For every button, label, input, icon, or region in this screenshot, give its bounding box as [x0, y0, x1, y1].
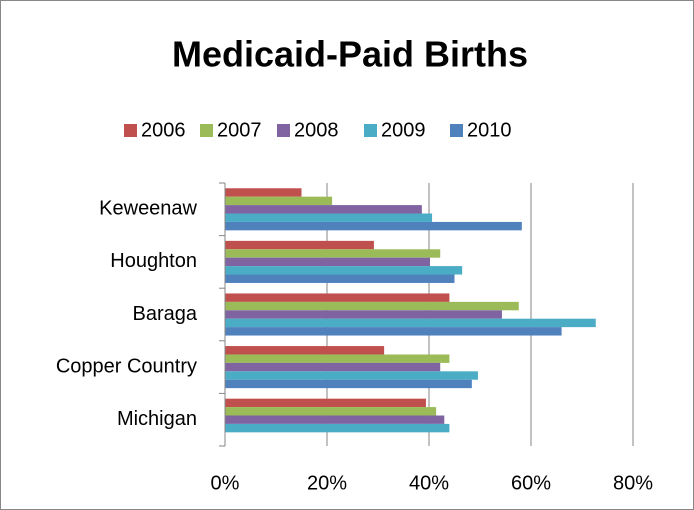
bar [225, 407, 437, 416]
x-tick-label: 40% [409, 472, 449, 494]
legend-swatch [200, 124, 213, 137]
legend-swatch [364, 124, 377, 137]
y-tick-label: Keweenaw [99, 198, 197, 220]
bar [225, 354, 450, 363]
legend-swatch [124, 124, 137, 137]
x-tick-label: 80% [613, 472, 653, 494]
bar [225, 257, 431, 267]
bar [225, 423, 450, 433]
legend-label: 2009 [381, 119, 426, 141]
y-tick-label: Houghton [110, 250, 197, 272]
legend-swatch [450, 124, 463, 137]
bar [225, 415, 445, 424]
bar [225, 301, 519, 311]
legend-label: 2007 [217, 119, 262, 141]
bar [225, 249, 441, 258]
x-tick-label: 20% [307, 472, 347, 494]
bar [225, 362, 441, 372]
y-tick-label: Copper Country [56, 355, 197, 377]
bar [225, 205, 422, 214]
bar [225, 213, 433, 222]
x-tick-label: 0% [211, 472, 240, 494]
bar [225, 293, 450, 302]
bar [225, 379, 472, 389]
bar [225, 221, 522, 231]
bar [225, 327, 562, 336]
chart-title: Medicaid-Paid Births [172, 34, 528, 75]
legend-label: 2010 [467, 119, 512, 141]
bar [225, 240, 374, 250]
y-tick-label: Michigan [117, 408, 197, 430]
bar [225, 318, 596, 328]
bar [225, 371, 478, 380]
legend-label: 2008 [294, 119, 339, 141]
bar [225, 274, 455, 283]
legend-label: 2006 [141, 119, 186, 141]
bar [225, 188, 302, 197]
bar [225, 266, 463, 275]
bar [225, 196, 333, 206]
y-tick-label: Baraga [133, 303, 198, 325]
bar [225, 398, 426, 408]
bar [225, 346, 385, 355]
legend-swatch [277, 124, 290, 137]
bar [225, 310, 502, 319]
x-tick-label: 60% [511, 472, 551, 494]
